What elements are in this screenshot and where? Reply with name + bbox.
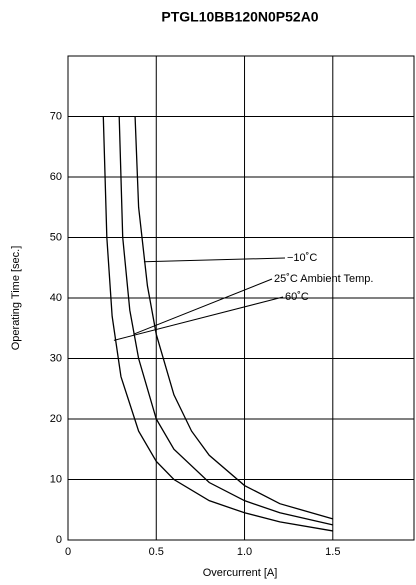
y-tick-label: 40 xyxy=(50,292,62,304)
leader-line xyxy=(133,278,273,335)
x-tick-label: 0.5 xyxy=(149,546,164,558)
curve xyxy=(102,116,333,532)
y-tick-label: 50 xyxy=(50,231,62,243)
x-tick-label: 1.0 xyxy=(237,546,252,558)
leader-line xyxy=(143,257,286,263)
curve xyxy=(134,116,333,520)
curve xyxy=(118,116,333,526)
y-tick-label: 10 xyxy=(50,473,62,485)
y-axis-label: Operating Time [sec.] xyxy=(10,246,22,351)
x-axis-label: Overcurrent [A] xyxy=(203,567,278,579)
series-label: −10˚C xyxy=(287,252,317,264)
y-tick-label: 30 xyxy=(50,352,62,364)
leader-line xyxy=(113,296,284,341)
chart-title: PTGL10BB120N0P52A0 xyxy=(161,9,318,25)
series-label: 25˚C Ambient Temp. xyxy=(274,273,373,285)
y-tick-label: 70 xyxy=(50,110,62,122)
y-tick-label: 60 xyxy=(50,171,62,183)
x-tick-label: 0 xyxy=(65,546,71,558)
x-tick-label: 1.5 xyxy=(325,546,340,558)
y-tick-label: 20 xyxy=(50,413,62,425)
series-label: 60˚C xyxy=(285,291,309,303)
y-tick-label: 0 xyxy=(56,534,62,546)
